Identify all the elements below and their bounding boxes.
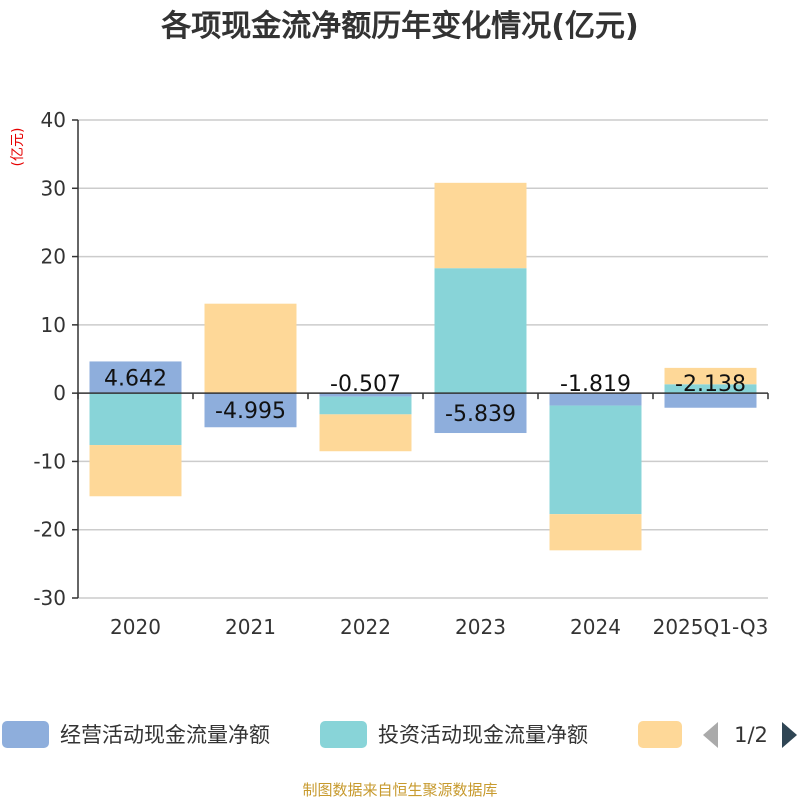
y-tick-label: -10 (33, 449, 66, 473)
legend: 经营活动现金流量净额 投资活动现金流量净额 1/2 (2, 721, 797, 748)
bar-series-2-2025Q1-Q3[interactable] (664, 367, 757, 385)
y-tick-label: 0 (53, 381, 66, 405)
y-tick-label: 40 (41, 108, 66, 132)
x-tick-label: 2022 (340, 615, 391, 639)
bar-series-0-2023[interactable] (434, 393, 527, 434)
x-tick-labels: 2020 2021 2022 2023 2024 2025Q1-Q3 (110, 615, 768, 639)
bar-series-2-2020[interactable] (89, 445, 182, 497)
bar-series-1-2020[interactable] (89, 393, 182, 446)
bar-series-0-2024[interactable] (549, 393, 642, 406)
legend-label-investing[interactable]: 投资活动现金流量净额 (378, 723, 588, 747)
bar-series-2-2023[interactable] (434, 182, 527, 269)
data-label: -5.839 (445, 402, 516, 427)
chart-title: 各项现金流净额历年变化情况(亿元) (160, 9, 638, 44)
legend-next-page-icon[interactable] (782, 722, 797, 748)
data-label: -1.819 (560, 372, 631, 397)
axes (72, 119, 769, 599)
y-tick-label: 20 (41, 245, 66, 269)
bar-series-2-2021[interactable] (204, 303, 297, 394)
legend-swatch-operating[interactable] (2, 721, 49, 748)
x-tick-label: 2024 (570, 615, 621, 639)
bar-series-1-2025Q1-Q3[interactable] (664, 384, 757, 394)
data-label: 4.642 (104, 366, 167, 391)
legend-prev-page-icon[interactable] (703, 722, 718, 748)
legend-label-operating[interactable]: 经营活动现金流量净额 (60, 723, 270, 747)
y-tick-label: 10 (41, 313, 66, 337)
data-label: -0.507 (330, 372, 401, 397)
grid-lines (78, 119, 768, 599)
bar-series-2-2022[interactable] (319, 414, 412, 452)
y-tick-label: -20 (33, 518, 66, 542)
y-tick-labels: 40 30 20 10 0 -10 -20 -30 (33, 108, 66, 610)
x-tick-label: 2021 (225, 615, 276, 639)
bar-series-1-2024[interactable] (549, 405, 642, 515)
data-label: -2.138 (675, 372, 746, 397)
data-label: -4.995 (215, 399, 286, 424)
x-tick-label: 2025Q1-Q3 (653, 615, 769, 639)
bar-series-0-2025Q1-Q3[interactable] (664, 393, 757, 408)
bars (89, 182, 757, 551)
y-tick-label: 30 (41, 176, 66, 200)
data-labels: 4.642 -4.995 -0.507 -5.839 -1.819 -2.138 (104, 366, 746, 427)
bar-series-0-2020[interactable] (89, 361, 182, 394)
y-tick-label: -30 (33, 586, 66, 610)
y-axis-unit: (亿元) (10, 128, 26, 167)
legend-page-indicator: 1/2 (734, 723, 768, 747)
bar-series-1-2023[interactable] (434, 268, 527, 394)
legend-swatch-investing[interactable] (320, 721, 367, 748)
bar-series-2-2024[interactable] (549, 514, 642, 551)
x-tick-label: 2023 (455, 615, 506, 639)
bar-series-1-2022[interactable] (319, 396, 412, 415)
bar-series-0-2022[interactable] (319, 393, 412, 397)
x-tick-label: 2020 (110, 615, 161, 639)
legend-swatch-financing[interactable] (638, 721, 682, 748)
data-source: 制图数据来自恒生聚源数据库 (302, 781, 497, 799)
bar-series-0-2021[interactable] (204, 393, 297, 428)
